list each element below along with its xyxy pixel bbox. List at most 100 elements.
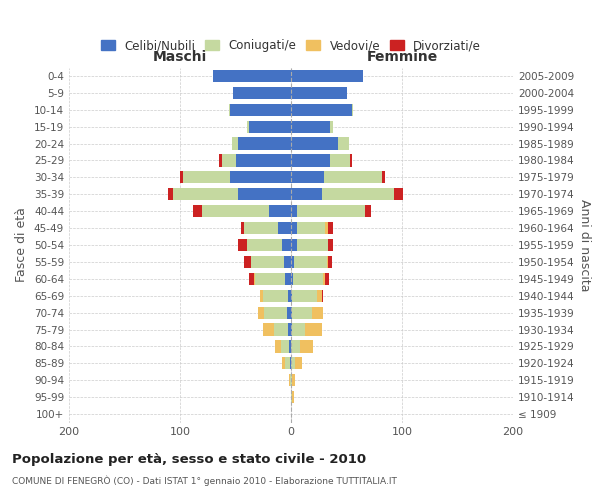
Bar: [291, 340, 300, 352]
Bar: [291, 104, 352, 116]
Bar: [247, 120, 249, 133]
Bar: [238, 239, 247, 251]
Bar: [330, 154, 350, 166]
Legend: Celibi/Nubili, Coniugati/e, Vedovi/e, Divorziati/e: Celibi/Nubili, Coniugati/e, Vedovi/e, Di…: [96, 34, 486, 57]
Bar: [292, 290, 317, 302]
Bar: [291, 138, 338, 149]
Bar: [292, 374, 295, 386]
Bar: [282, 239, 291, 251]
Bar: [230, 104, 291, 116]
Bar: [382, 172, 385, 183]
Bar: [325, 222, 328, 234]
Bar: [249, 120, 291, 133]
Bar: [365, 205, 371, 218]
Bar: [290, 357, 291, 370]
Bar: [291, 172, 325, 183]
Bar: [274, 324, 287, 336]
Bar: [291, 188, 322, 200]
Bar: [233, 87, 291, 99]
Bar: [238, 188, 291, 200]
Bar: [286, 357, 290, 370]
Bar: [338, 138, 349, 149]
Bar: [254, 272, 256, 285]
Y-axis label: Fasce di età: Fasce di età: [16, 208, 28, 282]
Text: Femmine: Femmine: [367, 50, 437, 64]
Bar: [244, 222, 278, 234]
Bar: [291, 87, 347, 99]
Bar: [290, 374, 291, 386]
Bar: [230, 172, 291, 183]
Bar: [256, 272, 286, 285]
Bar: [214, 70, 291, 82]
Bar: [291, 306, 292, 318]
Bar: [291, 154, 330, 166]
Bar: [222, 154, 235, 166]
Bar: [202, 205, 269, 218]
Text: Maschi: Maschi: [153, 50, 207, 64]
Bar: [260, 290, 263, 302]
Bar: [263, 290, 287, 302]
Bar: [287, 290, 291, 302]
Bar: [275, 340, 281, 352]
Bar: [168, 188, 173, 200]
Bar: [317, 290, 322, 302]
Bar: [263, 324, 274, 336]
Bar: [180, 172, 184, 183]
Bar: [278, 222, 291, 234]
Bar: [330, 120, 333, 133]
Bar: [312, 306, 323, 318]
Bar: [296, 205, 365, 218]
Bar: [291, 391, 292, 403]
Bar: [394, 188, 403, 200]
Bar: [193, 205, 202, 218]
Bar: [219, 154, 222, 166]
Bar: [286, 272, 291, 285]
Bar: [251, 256, 284, 268]
Bar: [232, 138, 238, 149]
Bar: [282, 357, 286, 370]
Bar: [291, 272, 293, 285]
Bar: [265, 306, 287, 318]
Bar: [291, 290, 292, 302]
Bar: [296, 222, 325, 234]
Bar: [350, 154, 352, 166]
Bar: [291, 374, 292, 386]
Bar: [305, 324, 322, 336]
Bar: [238, 138, 291, 149]
Bar: [352, 104, 353, 116]
Bar: [281, 340, 289, 352]
Bar: [300, 340, 313, 352]
Bar: [247, 239, 282, 251]
Bar: [249, 272, 254, 285]
Bar: [325, 272, 329, 285]
Bar: [241, 222, 244, 234]
Bar: [295, 357, 302, 370]
Bar: [287, 324, 291, 336]
Bar: [291, 205, 296, 218]
Bar: [323, 272, 325, 285]
Bar: [328, 256, 332, 268]
Text: Popolazione per età, sesso e stato civile - 2010: Popolazione per età, sesso e stato civil…: [12, 452, 366, 466]
Text: COMUNE DI FENEGRÒ (CO) - Dati ISTAT 1° gennaio 2010 - Elaborazione TUTTITALIA.IT: COMUNE DI FENEGRÒ (CO) - Dati ISTAT 1° g…: [12, 476, 397, 486]
Bar: [291, 239, 296, 251]
Bar: [326, 256, 328, 268]
Bar: [184, 172, 230, 183]
Bar: [173, 188, 238, 200]
Bar: [292, 324, 305, 336]
Bar: [291, 256, 295, 268]
Bar: [291, 357, 295, 370]
Bar: [295, 256, 326, 268]
Bar: [284, 256, 291, 268]
Y-axis label: Anni di nascita: Anni di nascita: [578, 198, 591, 291]
Bar: [235, 154, 291, 166]
Bar: [291, 120, 330, 133]
Bar: [328, 222, 333, 234]
Bar: [328, 239, 333, 251]
Bar: [291, 222, 296, 234]
Bar: [269, 205, 291, 218]
Bar: [325, 172, 382, 183]
Bar: [289, 374, 290, 386]
Bar: [291, 70, 363, 82]
Bar: [322, 188, 394, 200]
Bar: [322, 290, 323, 302]
